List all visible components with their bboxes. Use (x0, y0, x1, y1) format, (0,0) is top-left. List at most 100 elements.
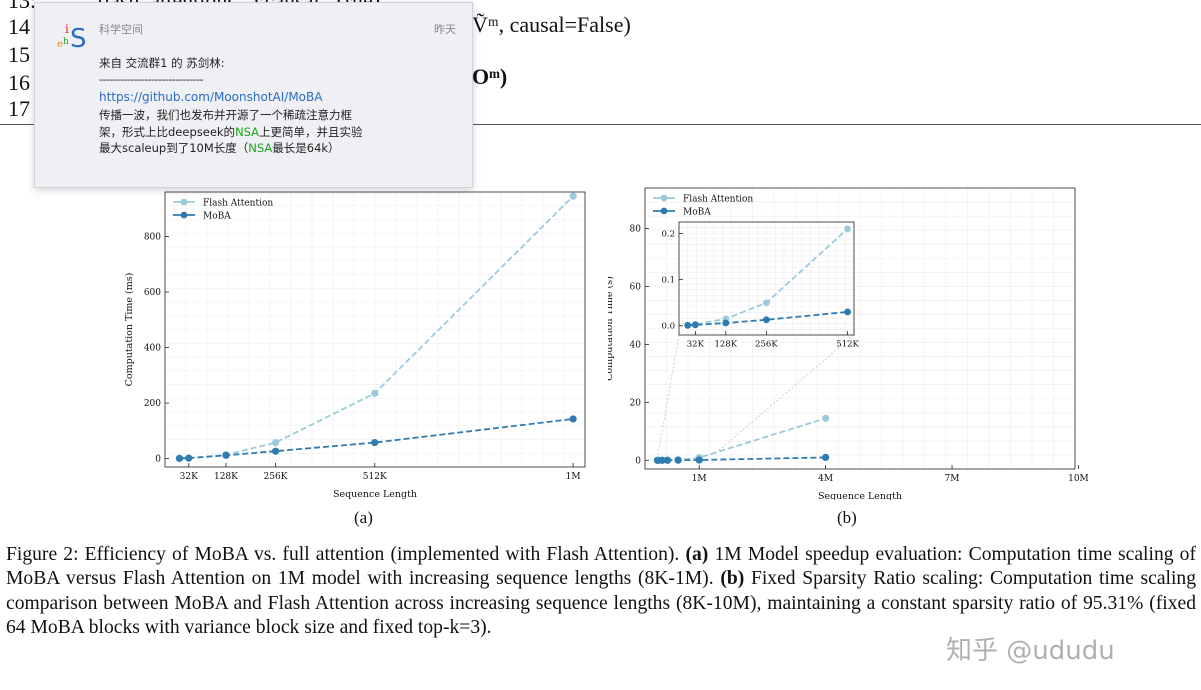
inset-data-point-moba (684, 321, 692, 329)
inset-data-point-moba (844, 308, 851, 316)
x-axis-label: Sequence Length (333, 489, 417, 500)
message-text: 上更简单，并且实验 (259, 124, 363, 139)
data-point-moba (271, 447, 280, 455)
data-point-moba (569, 415, 577, 423)
algo-line-16-tail: Oᵐ) (472, 64, 508, 89)
inset-data-point-moba (722, 319, 730, 327)
y-tick-label: 20 (630, 398, 642, 408)
chart-b: 1M 4M 7M 10M 0 20 40 60 80 Sequence Length Computa… (608, 187, 1088, 500)
inset-data-point-flash (762, 299, 770, 307)
x-tick-label: 1M (692, 474, 707, 484)
inset-data-point-moba (691, 321, 699, 329)
data-point-moba (371, 438, 379, 447)
svg-text:h: h (63, 37, 69, 47)
data-point-flash (271, 438, 280, 447)
x-tick-label: 32K (180, 472, 198, 482)
y-tick-label: 60 (630, 282, 642, 292)
caption-a-text: 1M Model speedup evaluation: Computation… (6, 544, 1196, 590)
data-point-moba (175, 454, 184, 462)
algo-line-14: 14 (8, 14, 30, 39)
series-line-flash (179, 195, 574, 460)
algo-line-15: 15 (8, 42, 30, 67)
message-line-1: 传播一波，我们也发布并开源了一个稀疏注意力框 (99, 108, 352, 122)
nsa-highlight: NSA (235, 124, 260, 139)
legend-swatch-marker (180, 198, 188, 206)
data-point-moba (674, 456, 682, 464)
caption-b-text: Fixed Sparsity Ratio scaling: Computatio… (6, 568, 1197, 638)
watermark: 知乎 @ududu (946, 636, 1115, 666)
y-tick-label: 400 (144, 344, 161, 354)
x-tick-label: 7M (945, 474, 960, 484)
message-text: 最大scaleup到了10M长度（ (99, 141, 249, 155)
svg-text:e: e (57, 39, 63, 50)
x-tick-label: 10M (1068, 474, 1088, 484)
x-tick-label: 512K (363, 472, 387, 482)
inset-x-tick-label: 32K (687, 340, 705, 350)
notification-time: 昨天 (434, 23, 456, 36)
app-logo-icon: i e h S (57, 22, 87, 54)
x-tick-label: 256K (264, 472, 288, 482)
nsa-highlight: NSA (248, 141, 273, 155)
svg-text:i: i (65, 22, 69, 36)
x-tick-label: 4M (818, 474, 833, 484)
inset-data-point-flash (844, 225, 851, 233)
legend-label: Flash Attention (683, 195, 753, 205)
chart-a: 32K 128K 256K 512K 1M 0 200 400 600 800 Sequence L… (124, 191, 586, 500)
y-tick-label: 0 (155, 455, 161, 465)
legend-swatch-marker (660, 207, 668, 215)
series-line-flash (657, 417, 826, 462)
legend-label: MoBA (203, 212, 231, 222)
plot-area: 32K 128K 256K 512K 1M 0 200 400 600 800 (144, 191, 586, 482)
svg-text:S: S (70, 24, 87, 54)
inset-y-tick-label: 0.2 (661, 229, 675, 239)
message-text: 架，形式上比deepseek的 (99, 124, 236, 139)
notification-link[interactable]: https://github.com/MoonshotAI/MoBA (99, 90, 323, 104)
inset-data-point-moba (762, 316, 770, 324)
caption-intro: Figure 2: Efficiency of MoBA vs. full at… (6, 544, 680, 565)
data-point-flash (371, 389, 379, 397)
data-point-flash (822, 414, 830, 422)
x-tick-label: 128K (214, 472, 238, 482)
inset-y-tick-label: 0.1 (661, 275, 675, 285)
subcaption-a: (a) (354, 508, 373, 527)
section-rule (0, 124, 1201, 125)
inset-connector (718, 334, 855, 451)
legend-swatch-marker (660, 194, 668, 202)
series-line-moba (179, 418, 574, 460)
algo-line-17: 17 (8, 96, 30, 121)
y-tick-label: 40 (630, 340, 642, 350)
caption-b-label: (b) (720, 568, 745, 590)
legend-label: MoBA (683, 208, 711, 218)
message-line-3: 最大scaleup到了10M长度（NSA最长是64k） (99, 140, 459, 157)
data-point-moba (222, 451, 230, 459)
y-tick-label: 600 (144, 288, 161, 298)
caption-a-label: (a) (685, 544, 709, 565)
y-axis-label: Computation Time (ms) (124, 273, 135, 387)
data-point-moba (822, 453, 830, 462)
notification-sender: 来自 交流群1 的 苏剑林: (99, 56, 225, 70)
notification-separator: ------------------------------ (99, 73, 204, 86)
data-point-moba (658, 456, 666, 464)
message-text: 最长是64k） (272, 141, 340, 155)
inset-plot-area: 32K 128K 256K 512K 0.0 0.1 0.2 (661, 221, 860, 350)
subcaption-b: (b) (837, 508, 857, 527)
notification-app-name: 科学空间 (99, 23, 143, 36)
inset-x-tick-label: 512K (836, 340, 859, 350)
x-tick-label: 1M (566, 472, 581, 482)
algo-line-14-tail: Ṽᵐ, causal=False) (472, 12, 631, 37)
inset-x-tick-label: 128K (715, 340, 738, 350)
axes-frame (644, 187, 1076, 470)
data-point-moba (695, 456, 703, 464)
figure-caption: Figure 2: Efficiency of MoBA vs. full at… (6, 543, 1196, 640)
y-tick-label: 80 (630, 225, 642, 235)
data-point-moba (185, 454, 193, 462)
x-axis-label: Sequence Length (818, 491, 902, 500)
inset-connector (656, 334, 680, 461)
notification-popup[interactable]: i e h S 科学空间 昨天 来自 交流群1 的 苏剑林: ---------… (34, 2, 473, 188)
legend-swatch-marker (180, 211, 188, 219)
y-tick-label: 800 (144, 232, 161, 242)
data-point-moba (663, 456, 672, 464)
algo-line-16: 16 (8, 70, 30, 95)
data-point-flash (569, 192, 577, 200)
y-tick-label: 200 (144, 399, 161, 409)
